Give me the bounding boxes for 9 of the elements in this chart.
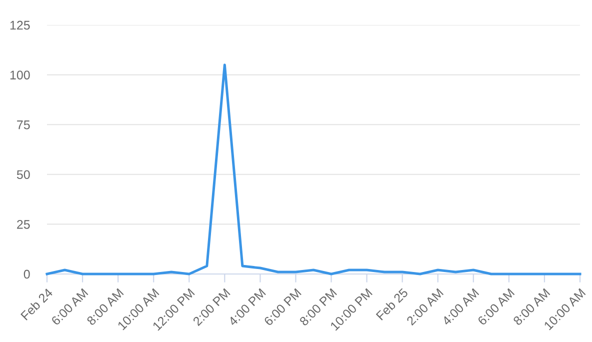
y-tick-label: 100 <box>10 70 30 80</box>
y-tick-label: 125 <box>10 20 30 30</box>
y-tick-label: 50 <box>16 170 30 180</box>
y-tick-label: 75 <box>17 120 30 130</box>
x-tick-label: 6:00 AM <box>477 288 515 326</box>
x-tick-label: Feb 24 <box>20 287 54 320</box>
y-tick-label: 25 <box>17 220 30 229</box>
y-tick-label: 0 <box>24 270 30 279</box>
x-tick-label: Feb 25 <box>376 288 408 320</box>
